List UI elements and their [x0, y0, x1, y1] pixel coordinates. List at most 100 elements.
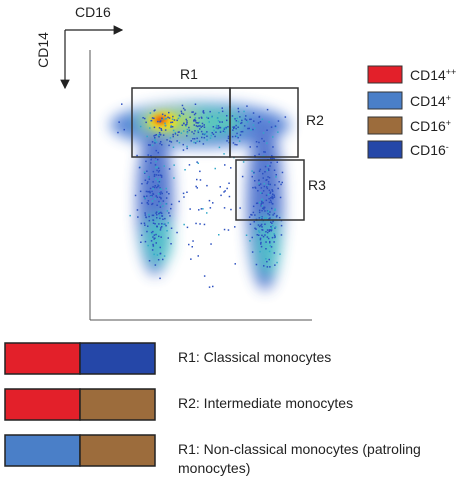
event-dot	[238, 140, 241, 142]
event-dot	[259, 121, 262, 123]
event-dot	[206, 116, 208, 119]
event-dot	[199, 223, 201, 225]
event-dot	[201, 122, 204, 125]
legend-swatch	[367, 140, 403, 159]
event-dot	[267, 193, 270, 196]
event-dot	[265, 231, 267, 233]
event-dot	[154, 137, 156, 139]
event-dot	[218, 234, 220, 236]
event-dot	[218, 126, 220, 129]
event-dot	[157, 158, 159, 161]
event-dot	[153, 135, 155, 137]
event-dot	[157, 135, 160, 137]
event-dot	[215, 131, 217, 133]
event-dot	[170, 243, 172, 245]
event-dot	[123, 128, 125, 131]
event-dot	[186, 121, 188, 124]
event-dot	[198, 125, 200, 127]
event-dot	[224, 164, 226, 166]
event-dot	[258, 211, 261, 214]
event-dot	[178, 141, 181, 144]
event-dot	[172, 115, 174, 118]
event-dot	[237, 126, 239, 128]
event-dot	[255, 263, 258, 266]
event-dot	[248, 127, 250, 130]
event-dot	[159, 246, 161, 249]
event-dot	[159, 202, 161, 204]
event-dot	[193, 124, 195, 126]
event-dot	[241, 122, 243, 124]
event-dot	[255, 228, 257, 230]
event-dot	[159, 206, 162, 208]
event-dot	[230, 167, 232, 169]
event-dot	[196, 125, 199, 128]
event-dot	[179, 115, 181, 118]
event-dot	[160, 176, 163, 178]
subset-segment	[4, 388, 81, 421]
event-dot	[260, 223, 263, 226]
event-dot	[237, 120, 240, 123]
event-dot	[251, 214, 253, 216]
event-dot	[182, 149, 185, 151]
event-dot	[271, 224, 274, 227]
event-dot	[159, 142, 161, 145]
event-dot	[156, 186, 158, 189]
event-dot	[178, 114, 181, 117]
event-dot	[201, 125, 204, 127]
event-dot	[163, 223, 165, 225]
event-dot	[271, 190, 274, 192]
event-dot	[170, 207, 172, 210]
event-dot	[158, 215, 161, 217]
event-dot	[152, 219, 154, 221]
event-dot	[144, 197, 146, 199]
event-dot	[271, 155, 273, 157]
event-dot	[159, 188, 161, 190]
event-dot	[181, 124, 184, 126]
event-dot	[280, 234, 283, 236]
event-dot	[166, 230, 168, 232]
event-dot	[253, 221, 255, 223]
event-dot	[155, 160, 157, 163]
event-dot	[192, 111, 194, 113]
event-dot	[264, 234, 266, 236]
event-dot	[260, 203, 262, 205]
event-dot	[156, 196, 159, 198]
event-dot	[191, 246, 193, 248]
event-dot	[136, 209, 139, 211]
event-dot	[268, 258, 270, 261]
event-dot	[168, 144, 170, 147]
event-dot	[270, 126, 273, 128]
event-dot	[160, 188, 162, 190]
event-dot	[239, 116, 241, 118]
event-dot	[160, 128, 162, 130]
event-dot	[161, 113, 164, 116]
event-dot	[189, 208, 191, 210]
event-dot	[232, 126, 234, 128]
event-dot	[155, 211, 158, 213]
legend-label: CD14++	[410, 67, 456, 83]
event-dot	[267, 231, 269, 234]
event-dot	[153, 175, 156, 177]
event-dot	[252, 211, 255, 214]
event-dot	[268, 201, 271, 204]
event-dot	[152, 243, 154, 246]
event-dot	[144, 224, 146, 226]
event-dot	[159, 252, 162, 255]
event-dot	[269, 245, 272, 247]
event-dot	[262, 235, 265, 238]
event-dot	[129, 214, 131, 217]
event-dot	[273, 234, 276, 237]
event-dot	[152, 188, 154, 190]
event-dot	[270, 225, 272, 228]
event-dot	[180, 132, 183, 134]
event-dot	[176, 119, 178, 122]
event-dot	[260, 243, 262, 245]
event-dot	[230, 208, 232, 211]
event-dot	[221, 110, 224, 113]
event-dot	[275, 174, 277, 176]
event-dot	[138, 166, 141, 169]
event-dot	[165, 187, 167, 190]
event-dot	[140, 241, 142, 243]
event-dot	[269, 229, 271, 231]
event-dot	[169, 137, 172, 139]
